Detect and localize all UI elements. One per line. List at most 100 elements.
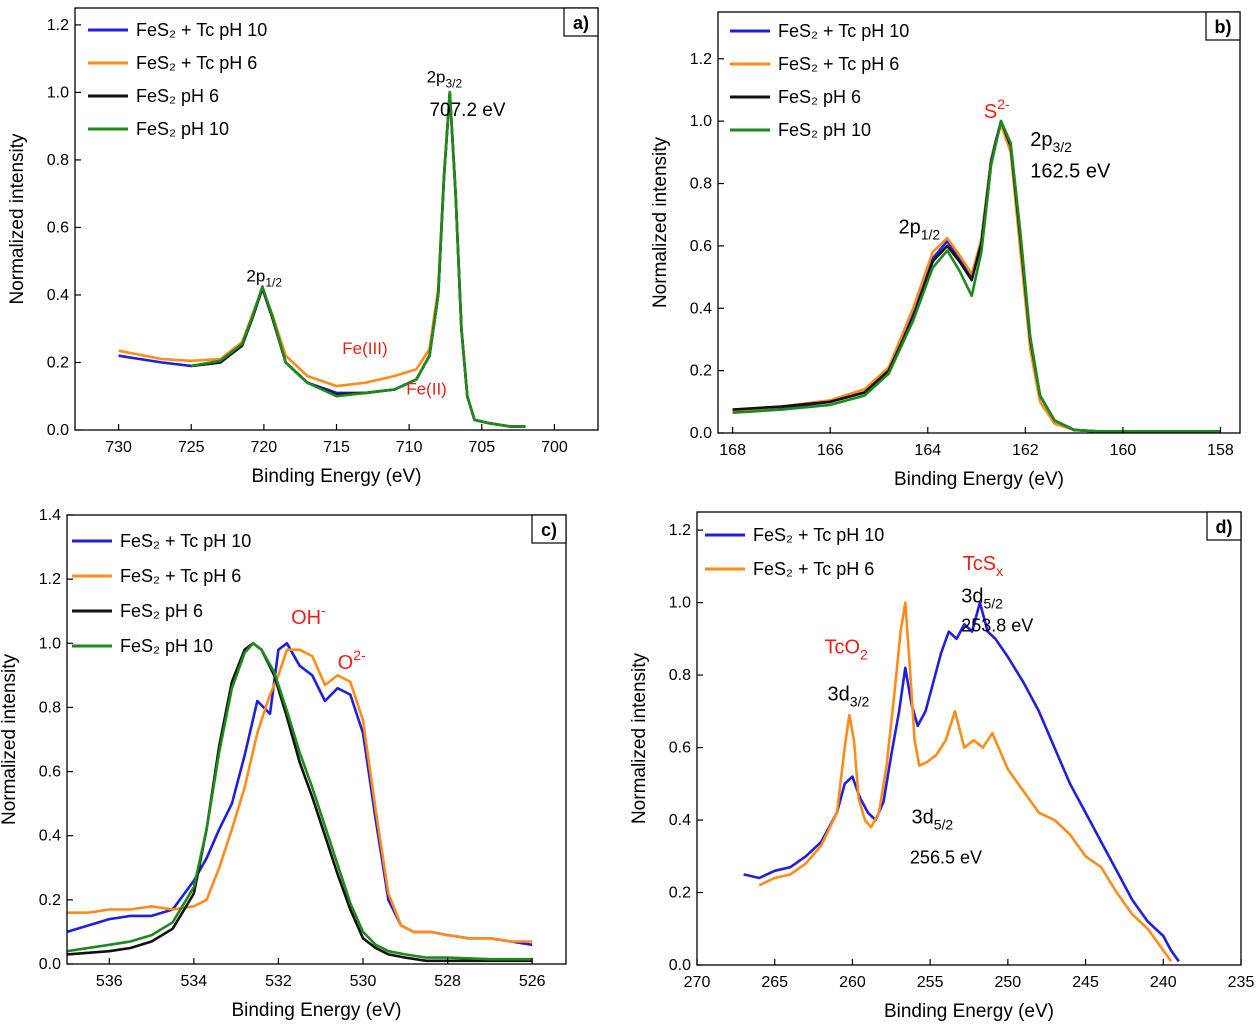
x-tick-label: 720 (251, 439, 278, 456)
x-tick-label: 250 (995, 974, 1022, 991)
plot-frame (696, 511, 1242, 966)
y-tick-label: 0.4 (39, 828, 61, 845)
panel-label-text: c) (541, 520, 557, 540)
series-line-3 (191, 91, 526, 428)
y-axis-label: Normalized intensity (650, 136, 671, 308)
legend-item-4: FeS₂ pH 10 (88, 119, 229, 139)
legend-item-2: FeS₂ + Tc pH 6 (88, 53, 257, 73)
x-tick-label: 270 (684, 974, 711, 991)
x-tick-label: 235 (1228, 974, 1255, 991)
panel-label-text: b) (1215, 17, 1232, 37)
x-tick-label: 164 (914, 442, 941, 459)
annotation-4: TcO2 (824, 636, 868, 662)
legend-label: FeS₂ + Tc pH 10 (136, 20, 267, 40)
panel-label-text: d) (1216, 517, 1233, 537)
legend-item-3: FeS₂ pH 6 (72, 601, 203, 621)
series-line-1 (743, 601, 1180, 963)
legend-label: FeS₂ pH 6 (120, 601, 203, 621)
annotation-6: 3d5/2 (911, 807, 953, 833)
series-line-3 (67, 641, 533, 963)
x-tick-label: 530 (350, 973, 377, 990)
legend-label: FeS₂ + Tc pH 6 (120, 566, 241, 586)
legend-item-3: FeS₂ pH 6 (730, 87, 861, 107)
x-tick-label: 532 (265, 973, 292, 990)
y-tick-label: 0.0 (690, 425, 712, 442)
annotation-1: TcSx (963, 553, 1003, 579)
y-tick-label: 0.0 (669, 957, 691, 974)
panel-label: a) (563, 7, 599, 37)
x-axis-label: Binding Energy (eV) (231, 1000, 401, 1021)
y-tick-label: 1.2 (39, 571, 61, 588)
x-tick-label: 710 (396, 439, 423, 456)
y-tick-label: 1.0 (669, 595, 691, 612)
x-axis-label: Binding Energy (eV) (894, 469, 1064, 490)
annotation-1: OH- (291, 602, 326, 629)
annotation-2: 2p3/2 (1030, 129, 1072, 155)
panel-label: d) (1206, 511, 1242, 541)
panel-d: 270 265 260 255 250 245 240 235 0.0 0.2 0.4 0.6 0.8 1… (629, 511, 1255, 1022)
legend-label: FeS₂ pH 6 (136, 86, 219, 106)
legend-item-4: FeS₂ pH 10 (72, 636, 213, 656)
legend-label: FeS₂ pH 6 (778, 87, 861, 107)
y-tick-label: 0.8 (39, 699, 61, 716)
legend-label: FeS₂ pH 10 (136, 119, 229, 139)
x-tick-label: 260 (839, 974, 866, 991)
x-tick-label: 705 (468, 439, 495, 456)
annotation-4: 2p1/2 (899, 216, 941, 242)
y-tick-label: 0.2 (39, 892, 61, 909)
legend-label: FeS₂ + Tc pH 6 (136, 53, 257, 73)
panel-label-box (563, 7, 599, 37)
x-tick-label: 730 (105, 439, 132, 456)
series-line-4 (190, 91, 526, 428)
y-tick-label: 1.2 (47, 17, 69, 34)
series-line-4 (732, 119, 1221, 433)
x-tick-label: 700 (541, 439, 568, 456)
plot-frame (66, 514, 567, 965)
x-tick-label: 526 (519, 973, 546, 990)
series-line-2 (67, 648, 533, 943)
series-line-2 (758, 601, 1173, 963)
x-tick-label: 166 (817, 442, 844, 459)
panel-label-box (1205, 11, 1241, 41)
legend-item-1: FeS₂ + Tc pH 10 (705, 525, 884, 545)
x-tick-label: 715 (323, 439, 350, 456)
legend-item-1: FeS₂ + Tc pH 10 (88, 20, 267, 40)
annotation-7: 256.5 eV (910, 848, 982, 868)
y-tick-label: 0.4 (47, 287, 69, 304)
y-tick-label: 1.2 (669, 522, 691, 539)
legend-label: FeS₂ pH 10 (120, 636, 213, 656)
annotation-2: 3d5/2 (961, 586, 1003, 612)
legend-item-1: FeS₂ + Tc pH 10 (730, 21, 909, 41)
x-tick-label: 255 (917, 974, 944, 991)
y-tick-label: 0.2 (47, 354, 69, 371)
y-axis-label: Normalized intensity (0, 653, 20, 825)
annotation-1: S2- (984, 96, 1010, 123)
series-line-1 (67, 641, 533, 947)
y-tick-label: 0.6 (690, 238, 712, 255)
x-axis-label: Binding Energy (eV) (884, 1001, 1054, 1022)
panel-label: b) (1205, 11, 1241, 41)
x-tick-label: 265 (761, 974, 788, 991)
legend-item-2: FeS₂ + Tc pH 6 (730, 54, 899, 74)
annotation-5: Fe(II) (406, 380, 447, 399)
x-tick-label: 160 (1110, 442, 1137, 459)
y-tick-label: 0.6 (669, 740, 691, 757)
legend-label: FeS₂ + Tc pH 10 (753, 525, 884, 545)
panel-label-text: a) (573, 13, 589, 33)
annotation-4: Fe(III) (342, 339, 387, 358)
y-tick-label: 1.4 (39, 507, 61, 524)
y-tick-label: 0.2 (690, 363, 712, 380)
annotation-3: 253.8 eV (961, 616, 1033, 636)
y-tick-label: 0.2 (669, 885, 691, 902)
y-tick-label: 0.0 (39, 956, 61, 973)
y-tick-label: 0.8 (669, 667, 691, 684)
x-tick-label: 240 (1150, 974, 1177, 991)
x-tick-label: 162 (1012, 442, 1039, 459)
y-tick-label: 1.0 (39, 635, 61, 652)
x-axis-label: Binding Energy (eV) (251, 466, 421, 487)
panel-a: 730 725 720 715 710 705 700 0.0 0.2 0.4 0.6 0.8 1.0 1… (7, 7, 599, 487)
legend-item-1: FeS₂ + Tc pH 10 (72, 531, 251, 551)
series-line-4 (67, 641, 533, 961)
annotation-5: 3d3/2 (828, 683, 870, 709)
